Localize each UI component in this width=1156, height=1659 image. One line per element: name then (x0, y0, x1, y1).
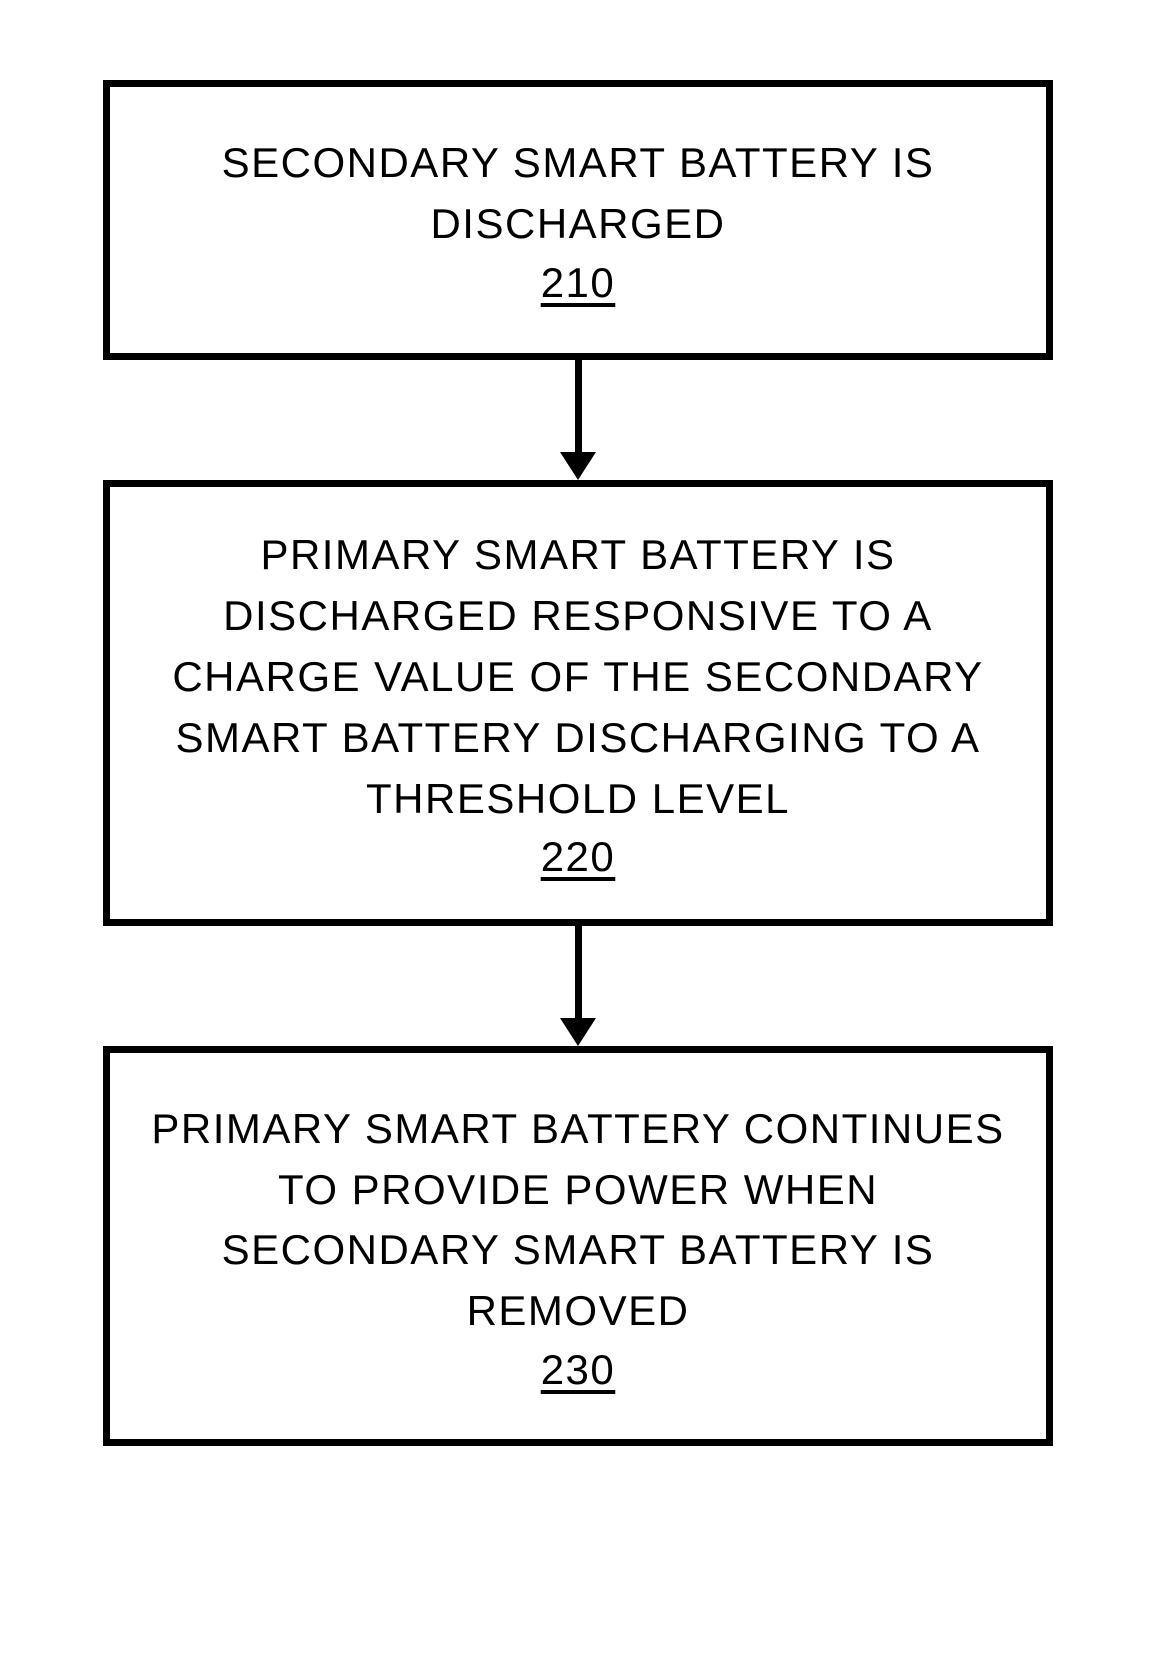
flowchart-arrow (560, 360, 596, 480)
node-ref-number: 220 (541, 833, 616, 881)
arrow-line (575, 360, 582, 452)
node-ref-number: 210 (541, 259, 616, 307)
node-text: PRIMARY SMART BATTERY CONTINUES TO PROVI… (140, 1099, 1016, 1343)
arrow-head-icon (560, 452, 596, 480)
node-text: PRIMARY SMART BATTERY IS DISCHARGED RESP… (140, 525, 1016, 829)
arrow-head-icon (560, 1018, 596, 1046)
flowchart-container: SECONDARY SMART BATTERY IS DISCHARGED 21… (100, 80, 1056, 1446)
flowchart-arrow (560, 926, 596, 1046)
node-text: SECONDARY SMART BATTERY IS DISCHARGED (140, 133, 1016, 255)
node-ref-number: 230 (541, 1346, 616, 1394)
flowchart-node-step3: PRIMARY SMART BATTERY CONTINUES TO PROVI… (103, 1046, 1053, 1446)
arrow-line (575, 926, 582, 1018)
flowchart-node-step1: SECONDARY SMART BATTERY IS DISCHARGED 21… (103, 80, 1053, 360)
flowchart-node-step2: PRIMARY SMART BATTERY IS DISCHARGED RESP… (103, 480, 1053, 926)
